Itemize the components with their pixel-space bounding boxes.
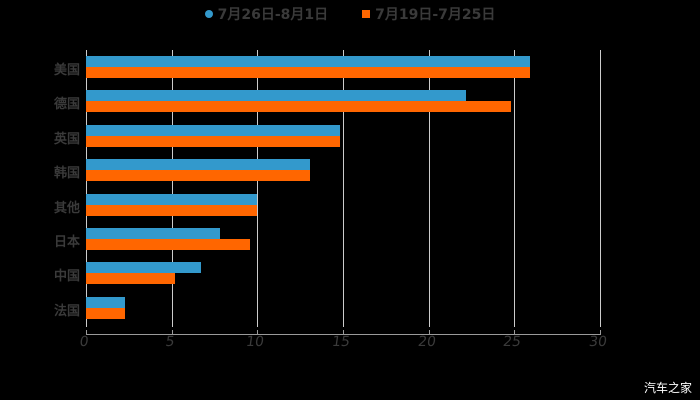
bar-current[interactable] bbox=[86, 159, 311, 171]
x-tick bbox=[86, 330, 87, 335]
bar-current[interactable] bbox=[86, 90, 467, 102]
gridline bbox=[514, 50, 515, 327]
x-tick-label: 5 bbox=[164, 334, 176, 350]
bar-current[interactable] bbox=[86, 262, 201, 274]
bar-previous[interactable] bbox=[86, 273, 176, 285]
plot-area bbox=[86, 50, 601, 327]
x-tick bbox=[172, 330, 173, 335]
chart-legend: 7月26日-8月1日 7月19日-7月25日 bbox=[0, 4, 700, 24]
bar-current[interactable] bbox=[86, 296, 126, 308]
y-category-label: 美国 bbox=[53, 63, 80, 78]
x-tick bbox=[257, 330, 258, 335]
gridline bbox=[86, 50, 87, 327]
x-tick-label: 20 bbox=[416, 334, 438, 350]
legend-item-series1[interactable]: 7月19日-7月25日 bbox=[362, 4, 495, 24]
x-tick-label: 10 bbox=[244, 334, 266, 350]
legend-marker-icon bbox=[362, 10, 371, 18]
y-category-label: 中国 bbox=[53, 269, 80, 285]
x-tick-label: 0 bbox=[78, 334, 90, 350]
gridline bbox=[600, 50, 601, 327]
y-category-label: 英国 bbox=[53, 131, 80, 147]
gridline bbox=[429, 50, 430, 327]
legend-item-series0[interactable]: 7月26日-8月1日 bbox=[204, 4, 329, 24]
bar-current[interactable] bbox=[86, 193, 258, 205]
y-category-label: 德国 bbox=[53, 97, 80, 113]
bar-previous[interactable] bbox=[86, 307, 126, 319]
watermark: 汽车之家 bbox=[643, 381, 692, 395]
gridline bbox=[172, 50, 173, 327]
bar-previous[interactable] bbox=[86, 239, 251, 250]
bar-current[interactable] bbox=[86, 56, 530, 67]
y-category-label: 韩国 bbox=[53, 166, 80, 182]
y-category-label: 日本 bbox=[53, 235, 80, 250]
bar-previous[interactable] bbox=[86, 204, 258, 216]
bar-current[interactable] bbox=[86, 228, 220, 239]
bar-current[interactable] bbox=[86, 124, 340, 136]
bar-previous[interactable] bbox=[86, 101, 511, 113]
x-tick bbox=[429, 330, 430, 335]
x-tick-label: 30 bbox=[587, 334, 609, 350]
gridline bbox=[257, 50, 258, 327]
x-tick-label: 25 bbox=[501, 334, 523, 350]
gridline bbox=[343, 50, 344, 327]
x-tick-label: 15 bbox=[330, 334, 352, 350]
x-tick bbox=[514, 330, 515, 335]
y-category-label: 其他 bbox=[53, 200, 80, 216]
legend-label: 7月19日-7月25日 bbox=[375, 7, 496, 23]
legend-label: 7月26日-8月1日 bbox=[217, 7, 329, 23]
x-tick bbox=[343, 330, 344, 335]
bar-previous[interactable] bbox=[86, 170, 311, 182]
legend-marker-icon bbox=[204, 10, 213, 18]
bar-previous[interactable] bbox=[86, 67, 530, 78]
y-category-label: 法国 bbox=[53, 303, 80, 319]
bar-previous[interactable] bbox=[86, 135, 340, 147]
x-tick bbox=[600, 330, 601, 335]
